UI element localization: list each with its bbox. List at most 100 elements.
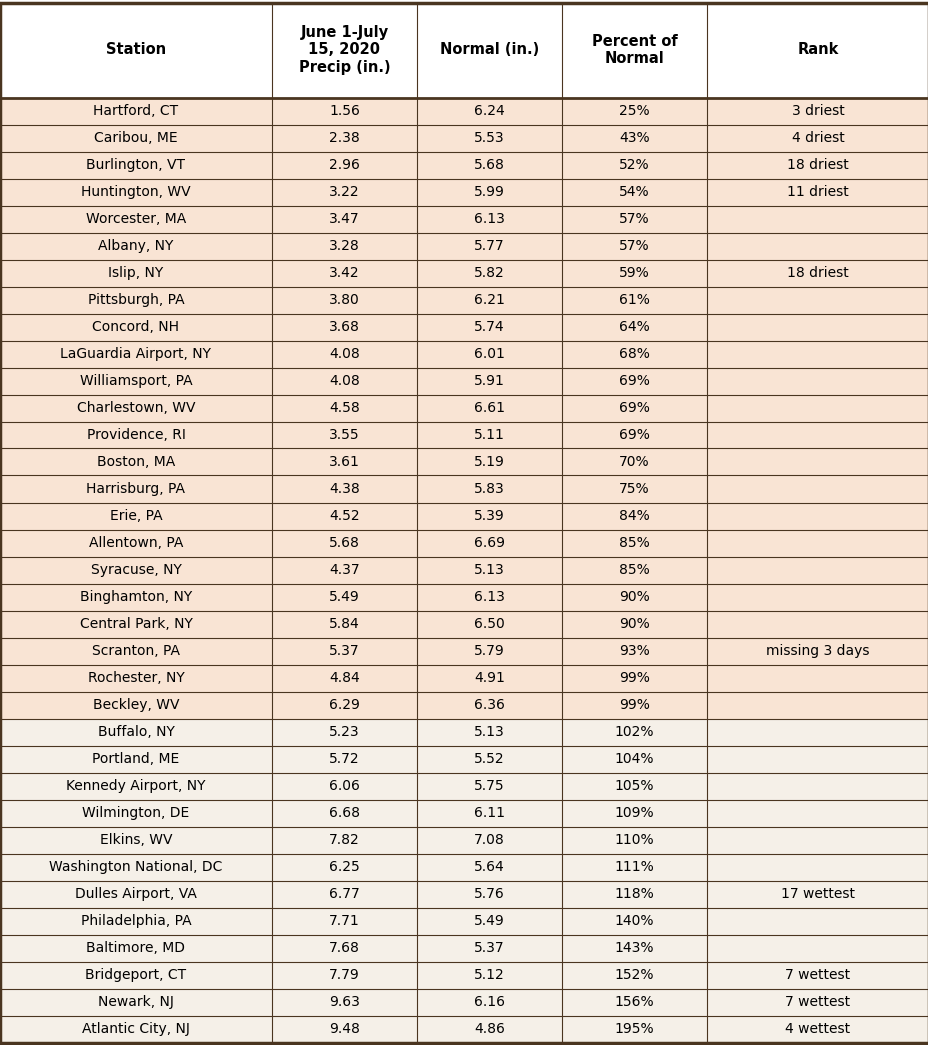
Text: 59%: 59% xyxy=(618,266,650,280)
Text: 7.71: 7.71 xyxy=(329,914,359,928)
Text: Pittsburgh, PA: Pittsburgh, PA xyxy=(87,293,184,307)
Text: 90%: 90% xyxy=(618,590,650,604)
Text: 5.49: 5.49 xyxy=(473,914,504,928)
Text: 69%: 69% xyxy=(618,374,650,388)
Text: 6.11: 6.11 xyxy=(473,806,505,820)
Text: LaGuardia Airport, NY: LaGuardia Airport, NY xyxy=(60,347,212,361)
Text: 4.84: 4.84 xyxy=(329,671,359,686)
Text: 69%: 69% xyxy=(618,401,650,415)
Text: 4.37: 4.37 xyxy=(329,563,359,577)
Bar xyxy=(0,232,928,259)
Text: Washington National, DC: Washington National, DC xyxy=(49,860,223,874)
Bar xyxy=(0,395,928,421)
Text: 6.01: 6.01 xyxy=(473,347,505,361)
Text: Caribou, ME: Caribou, ME xyxy=(94,131,177,145)
Text: Worcester, MA: Worcester, MA xyxy=(85,212,186,226)
Bar xyxy=(0,2,928,97)
Text: 70%: 70% xyxy=(619,455,649,469)
Text: 5.12: 5.12 xyxy=(473,968,504,982)
Text: 18 driest: 18 driest xyxy=(786,158,848,172)
Bar xyxy=(0,583,928,610)
Bar xyxy=(0,475,928,503)
Text: Concord, NH: Concord, NH xyxy=(93,320,179,334)
Text: Wilmington, DE: Wilmington, DE xyxy=(83,806,189,820)
Text: 5.91: 5.91 xyxy=(473,374,505,388)
Text: 5.49: 5.49 xyxy=(329,590,359,604)
Text: 6.61: 6.61 xyxy=(473,401,505,415)
Text: Normal (in.): Normal (in.) xyxy=(439,43,538,57)
Text: 6.69: 6.69 xyxy=(473,536,505,550)
Text: Newark, NJ: Newark, NJ xyxy=(98,995,174,1009)
Text: 52%: 52% xyxy=(619,158,649,172)
Text: 3.47: 3.47 xyxy=(329,212,359,226)
Text: 5.23: 5.23 xyxy=(329,725,359,739)
Text: 156%: 156% xyxy=(614,995,653,1009)
Text: 5.68: 5.68 xyxy=(473,158,505,172)
Text: Scranton, PA: Scranton, PA xyxy=(92,644,180,658)
Bar xyxy=(0,961,928,989)
Text: 17 wettest: 17 wettest xyxy=(780,887,854,901)
Text: 6.24: 6.24 xyxy=(473,104,504,118)
Text: 5.13: 5.13 xyxy=(473,725,504,739)
Text: 5.19: 5.19 xyxy=(473,455,505,469)
Bar xyxy=(0,286,928,314)
Text: 105%: 105% xyxy=(614,779,653,793)
Bar xyxy=(0,503,928,530)
Text: Percent of
Normal: Percent of Normal xyxy=(591,33,677,66)
Text: 7 wettest: 7 wettest xyxy=(784,968,850,982)
Text: 61%: 61% xyxy=(618,293,650,307)
Text: 57%: 57% xyxy=(619,239,649,253)
Text: 6.77: 6.77 xyxy=(329,887,359,901)
Text: 6.50: 6.50 xyxy=(473,617,504,631)
Text: 69%: 69% xyxy=(618,428,650,442)
Bar xyxy=(0,827,928,854)
Bar xyxy=(0,881,928,907)
Text: 2.38: 2.38 xyxy=(329,131,359,145)
Text: 5.13: 5.13 xyxy=(473,563,504,577)
Text: 143%: 143% xyxy=(614,940,653,955)
Text: 4.08: 4.08 xyxy=(329,374,359,388)
Text: 152%: 152% xyxy=(614,968,653,982)
Bar xyxy=(0,610,928,637)
Text: 4.52: 4.52 xyxy=(329,509,359,522)
Text: Albany, NY: Albany, NY xyxy=(98,239,174,253)
Text: Baltimore, MD: Baltimore, MD xyxy=(86,940,186,955)
Text: 85%: 85% xyxy=(618,536,650,550)
Text: Allentown, PA: Allentown, PA xyxy=(89,536,183,550)
Text: 6.21: 6.21 xyxy=(473,293,505,307)
Text: 9.63: 9.63 xyxy=(329,995,359,1009)
Text: 9.48: 9.48 xyxy=(329,1022,359,1036)
Text: 104%: 104% xyxy=(614,752,653,766)
Text: 4.38: 4.38 xyxy=(329,482,359,496)
Text: 54%: 54% xyxy=(619,185,649,199)
Text: 3.22: 3.22 xyxy=(329,185,359,199)
Bar xyxy=(0,1016,928,1043)
Text: 5.11: 5.11 xyxy=(473,428,505,442)
Text: 90%: 90% xyxy=(618,617,650,631)
Text: 4 wettest: 4 wettest xyxy=(784,1022,850,1036)
Text: 5.82: 5.82 xyxy=(473,266,504,280)
Bar xyxy=(0,421,928,448)
Text: 6.13: 6.13 xyxy=(473,212,505,226)
Text: 6.36: 6.36 xyxy=(473,698,505,712)
Text: 4.58: 4.58 xyxy=(329,401,359,415)
Bar xyxy=(0,907,928,934)
Text: Kennedy Airport, NY: Kennedy Airport, NY xyxy=(66,779,205,793)
Text: 6.06: 6.06 xyxy=(329,779,359,793)
Text: June 1-July
15, 2020
Precip (in.): June 1-July 15, 2020 Precip (in.) xyxy=(299,25,390,75)
Bar xyxy=(0,692,928,719)
Bar xyxy=(0,530,928,557)
Text: 4.91: 4.91 xyxy=(473,671,505,686)
Text: 7.79: 7.79 xyxy=(329,968,359,982)
Bar xyxy=(0,799,928,827)
Text: 6.25: 6.25 xyxy=(329,860,359,874)
Text: Rank: Rank xyxy=(796,43,838,57)
Bar xyxy=(0,314,928,341)
Text: Burlington, VT: Burlington, VT xyxy=(86,158,186,172)
Text: Harrisburg, PA: Harrisburg, PA xyxy=(86,482,186,496)
Text: 5.83: 5.83 xyxy=(473,482,504,496)
Text: 3.55: 3.55 xyxy=(329,428,359,442)
Text: 7.68: 7.68 xyxy=(329,940,359,955)
Bar xyxy=(0,989,928,1016)
Text: 109%: 109% xyxy=(614,806,653,820)
